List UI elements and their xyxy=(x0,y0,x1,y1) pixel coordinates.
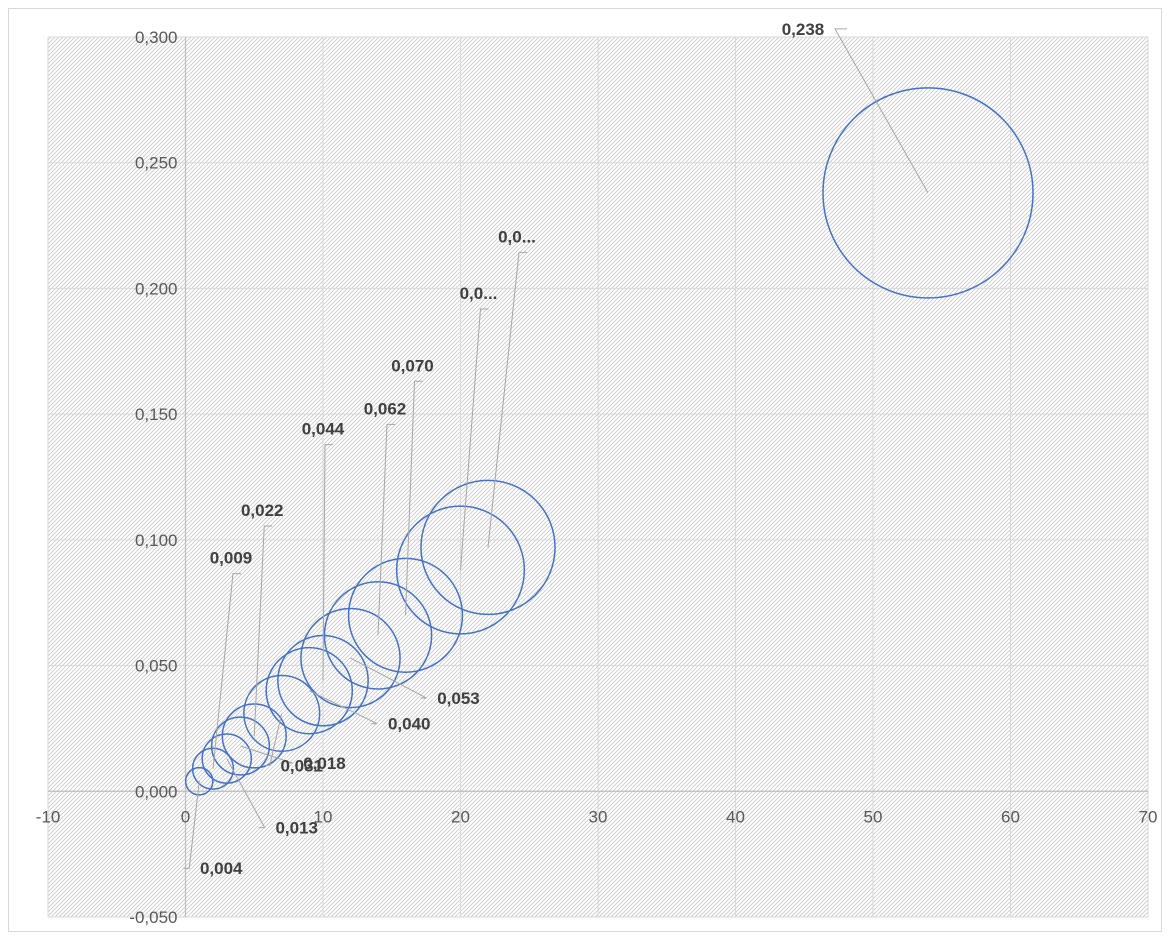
x-tick-label: 40 xyxy=(726,807,745,826)
gridlines xyxy=(47,36,1149,918)
x-tick-label: -10 xyxy=(36,807,61,826)
data-label: 0,070 xyxy=(391,356,434,375)
leader-line xyxy=(253,525,273,736)
x-tick-label: 30 xyxy=(589,807,608,826)
data-label: 0,022 xyxy=(241,501,284,520)
leader-line xyxy=(377,423,395,636)
data-label: 0,053 xyxy=(437,689,480,708)
leader-lines xyxy=(183,28,929,869)
bubble xyxy=(420,479,556,616)
y-tick-label: 0,000 xyxy=(135,782,178,801)
y-tick-label: 0,200 xyxy=(135,279,178,298)
leader-line xyxy=(487,251,527,548)
x-tick-label: 0 xyxy=(181,807,190,826)
bubble xyxy=(184,766,214,796)
y-tick-label: 0,150 xyxy=(135,405,178,424)
x-tick-label: 50 xyxy=(864,807,883,826)
x-tick-label: 60 xyxy=(1001,807,1020,826)
data-label: 0,013 xyxy=(275,819,318,838)
bubble xyxy=(323,581,433,690)
data-label: 0,044 xyxy=(302,420,345,439)
chart-frame xyxy=(8,8,1162,932)
x-tick-label: 10 xyxy=(314,807,333,826)
bubble xyxy=(347,557,464,673)
leader-line xyxy=(460,308,489,571)
data-labels: 0,004 0,009 0,013 0,018 0,022 0,031 0,040 0,044… xyxy=(200,20,824,878)
leader-line xyxy=(834,28,929,194)
data-label: 0,0... xyxy=(498,227,536,246)
data-label: 0,018 xyxy=(303,754,346,773)
leader-line xyxy=(405,380,423,616)
leader-line xyxy=(322,444,333,681)
bubble xyxy=(210,716,271,776)
bubble xyxy=(822,87,1034,299)
data-label: 0,238 xyxy=(782,20,825,39)
leader-line xyxy=(263,713,283,766)
leader-line xyxy=(240,745,293,764)
bubble xyxy=(395,505,526,635)
leader-line xyxy=(226,758,266,829)
bubble xyxy=(265,646,354,735)
data-label: 0,040 xyxy=(388,715,431,734)
y-tick-label: -0,050 xyxy=(129,908,177,927)
x-tick-label: 70 xyxy=(1139,807,1158,826)
leader-line xyxy=(183,781,200,869)
bubble xyxy=(191,747,235,790)
y-tick-label: 0,300 xyxy=(135,28,178,47)
y-tick-label: 0,050 xyxy=(135,657,178,676)
data-label: 0,062 xyxy=(364,399,407,418)
y-tick-labels: -0,050 0,000 0,050 0,100 0,150 0,200 0,250 0,30… xyxy=(129,28,177,927)
bubble xyxy=(300,607,401,709)
leader-line xyxy=(350,657,427,699)
data-label: 0,009 xyxy=(210,549,253,568)
leader-line xyxy=(309,690,378,725)
data-label: 0,031 xyxy=(280,756,323,775)
bubble xyxy=(243,674,321,752)
leader-line xyxy=(212,573,241,769)
bubble xyxy=(201,733,253,784)
y-tick-label: 0,250 xyxy=(135,154,178,173)
bubble xyxy=(221,703,287,769)
x-tick-label: 20 xyxy=(451,807,470,826)
data-label: 0,004 xyxy=(200,859,243,878)
data-label: 0,0... xyxy=(460,284,498,303)
x-tick-labels: -10 0 10 20 30 40 50 60 70 xyxy=(36,807,1158,826)
y-tick-label: 0,100 xyxy=(135,531,178,550)
axes xyxy=(48,37,1148,917)
